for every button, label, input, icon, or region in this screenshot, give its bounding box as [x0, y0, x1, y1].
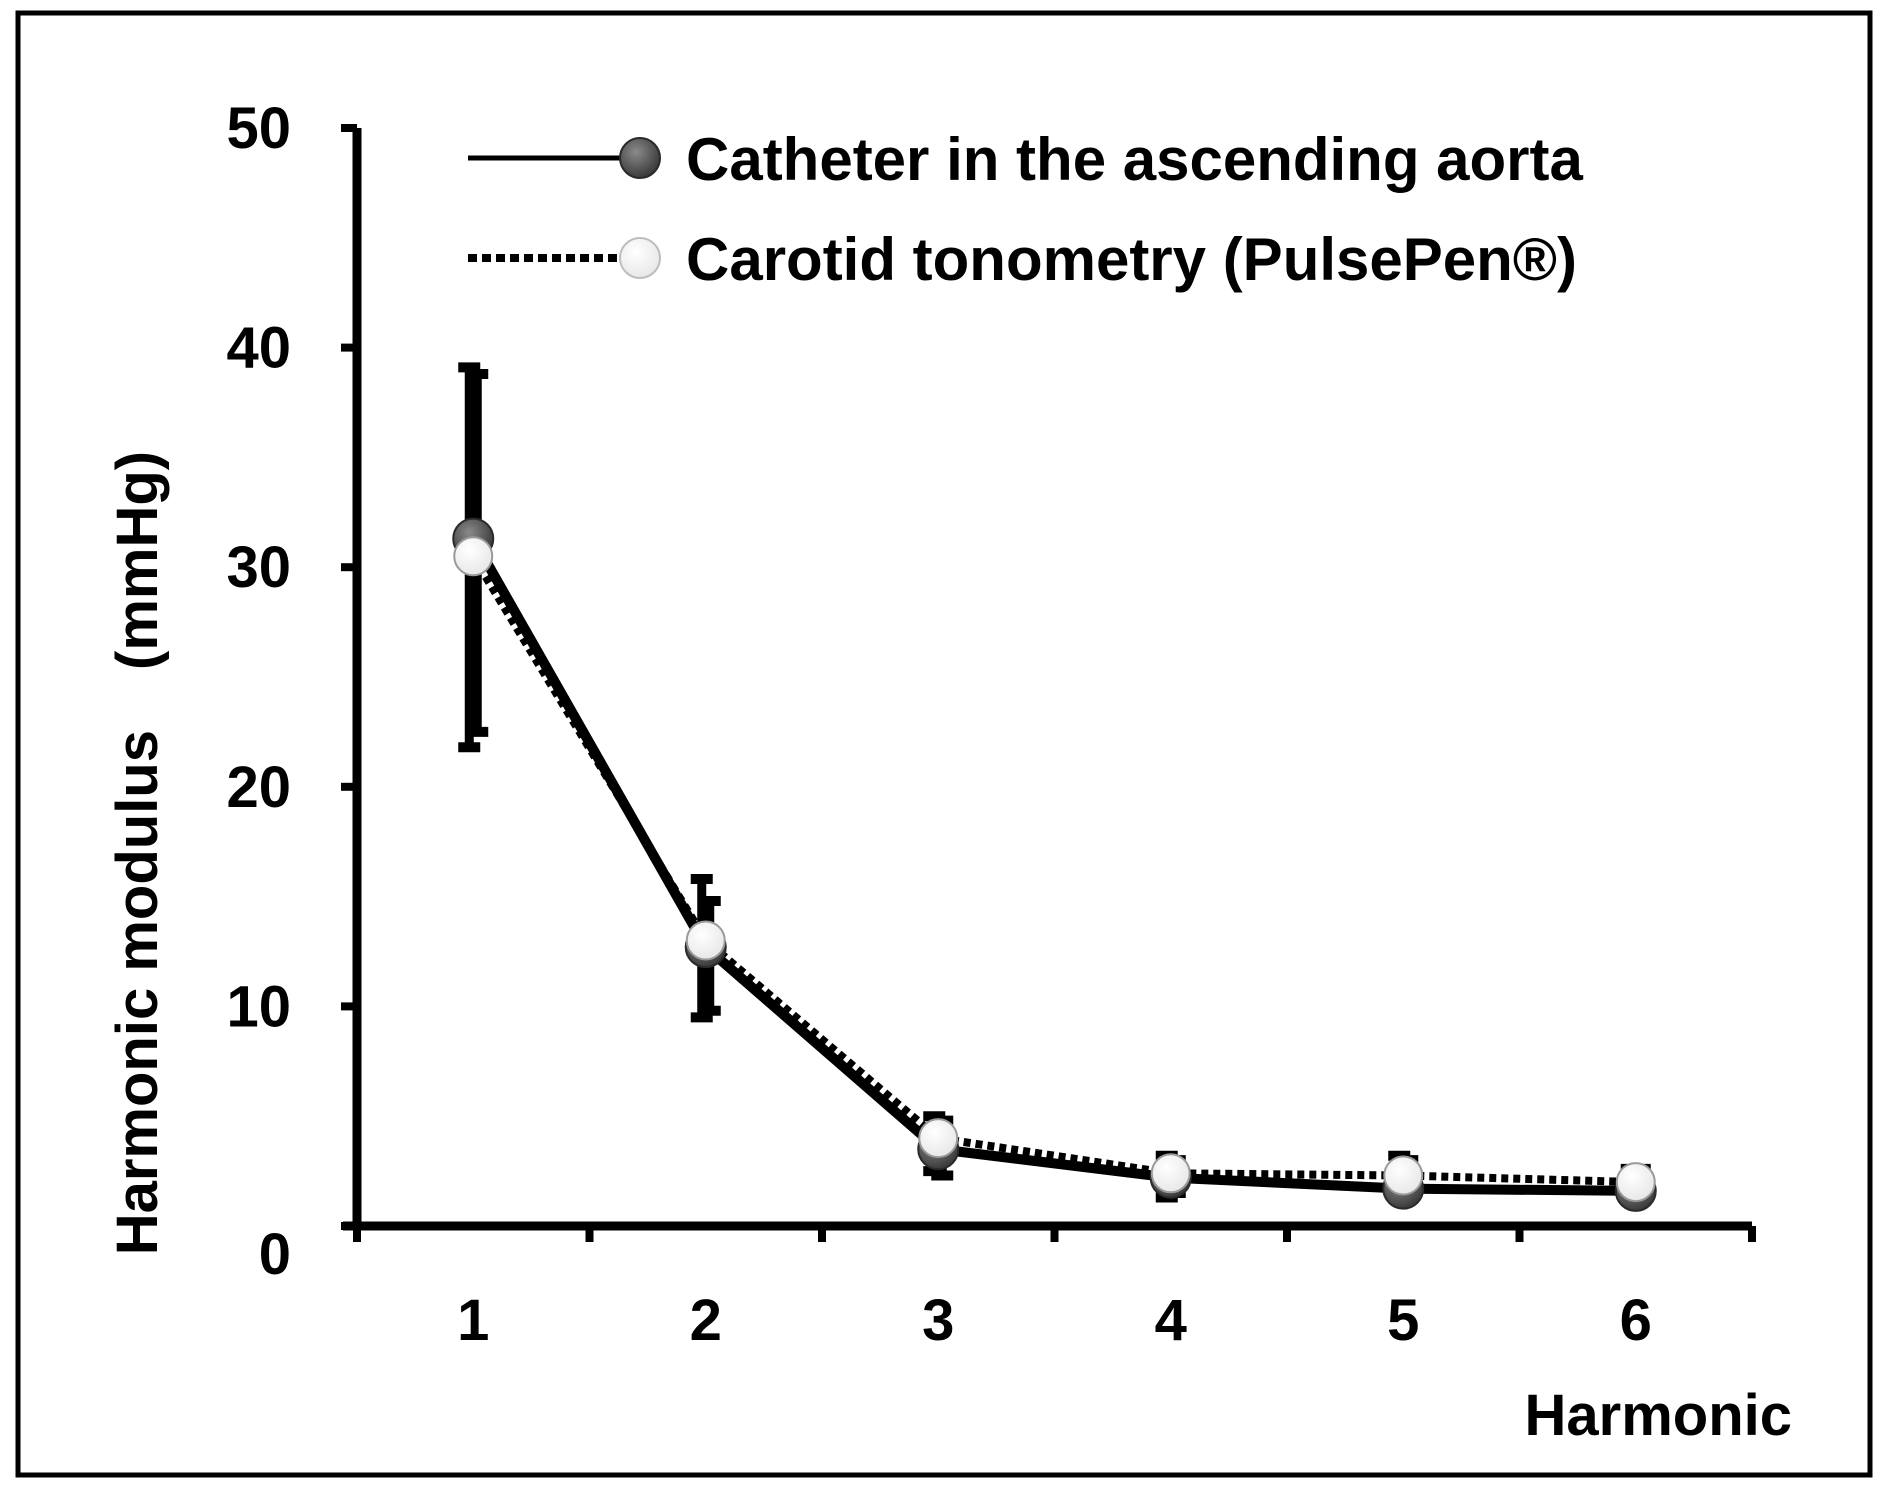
y-axis-label-group: Harmonic modulus (mmHg): [105, 451, 170, 1255]
series-line-2: [469, 554, 1636, 1187]
x-tick-label: 6: [1620, 1288, 1652, 1353]
y-axis-label: Harmonic modulus: [105, 730, 170, 1255]
legend-marker-2: [619, 237, 661, 279]
data-point: [1383, 1155, 1424, 1196]
x-tick-label: 3: [922, 1288, 954, 1353]
legend: Catheter in the ascending aorta Carotid t…: [468, 126, 1583, 293]
data-point: [685, 920, 726, 961]
markers-series-2: [453, 536, 1656, 1203]
data-point: [453, 536, 494, 577]
x-tick-label: 4: [1155, 1288, 1187, 1353]
legend-label-2: Carotid tonometry (PulsePen®): [686, 226, 1577, 293]
y-tick-label: 0: [259, 1222, 291, 1287]
x-tick-label: 1: [457, 1288, 489, 1353]
figure-border: [15, 10, 1873, 1478]
data-point: [918, 1118, 959, 1159]
x-tick-labels: 1 2 3 4 5 6: [457, 1288, 1652, 1353]
y-tick-label: 50: [226, 96, 291, 161]
x-tick-label: 5: [1387, 1288, 1419, 1353]
x-tick-label: 2: [690, 1288, 722, 1353]
x-axis-label: Harmonic: [1524, 1383, 1792, 1448]
x-axis: [343, 1221, 1756, 1242]
y-tick-labels: 0 10 20 30 40 50: [226, 96, 291, 1287]
plot-area: [452, 362, 1657, 1212]
y-tick-label: 30: [226, 535, 291, 600]
legend-marker-1: [619, 137, 661, 179]
y-tick-label: 20: [226, 755, 291, 820]
data-point: [1150, 1153, 1191, 1194]
legend-label-1: Catheter in the ascending aorta: [686, 126, 1583, 193]
y-tick-label: 10: [226, 974, 291, 1039]
y-axis-unit: (mmHg): [105, 451, 170, 670]
y-tick-label: 40: [226, 316, 291, 381]
data-point: [1615, 1162, 1656, 1203]
